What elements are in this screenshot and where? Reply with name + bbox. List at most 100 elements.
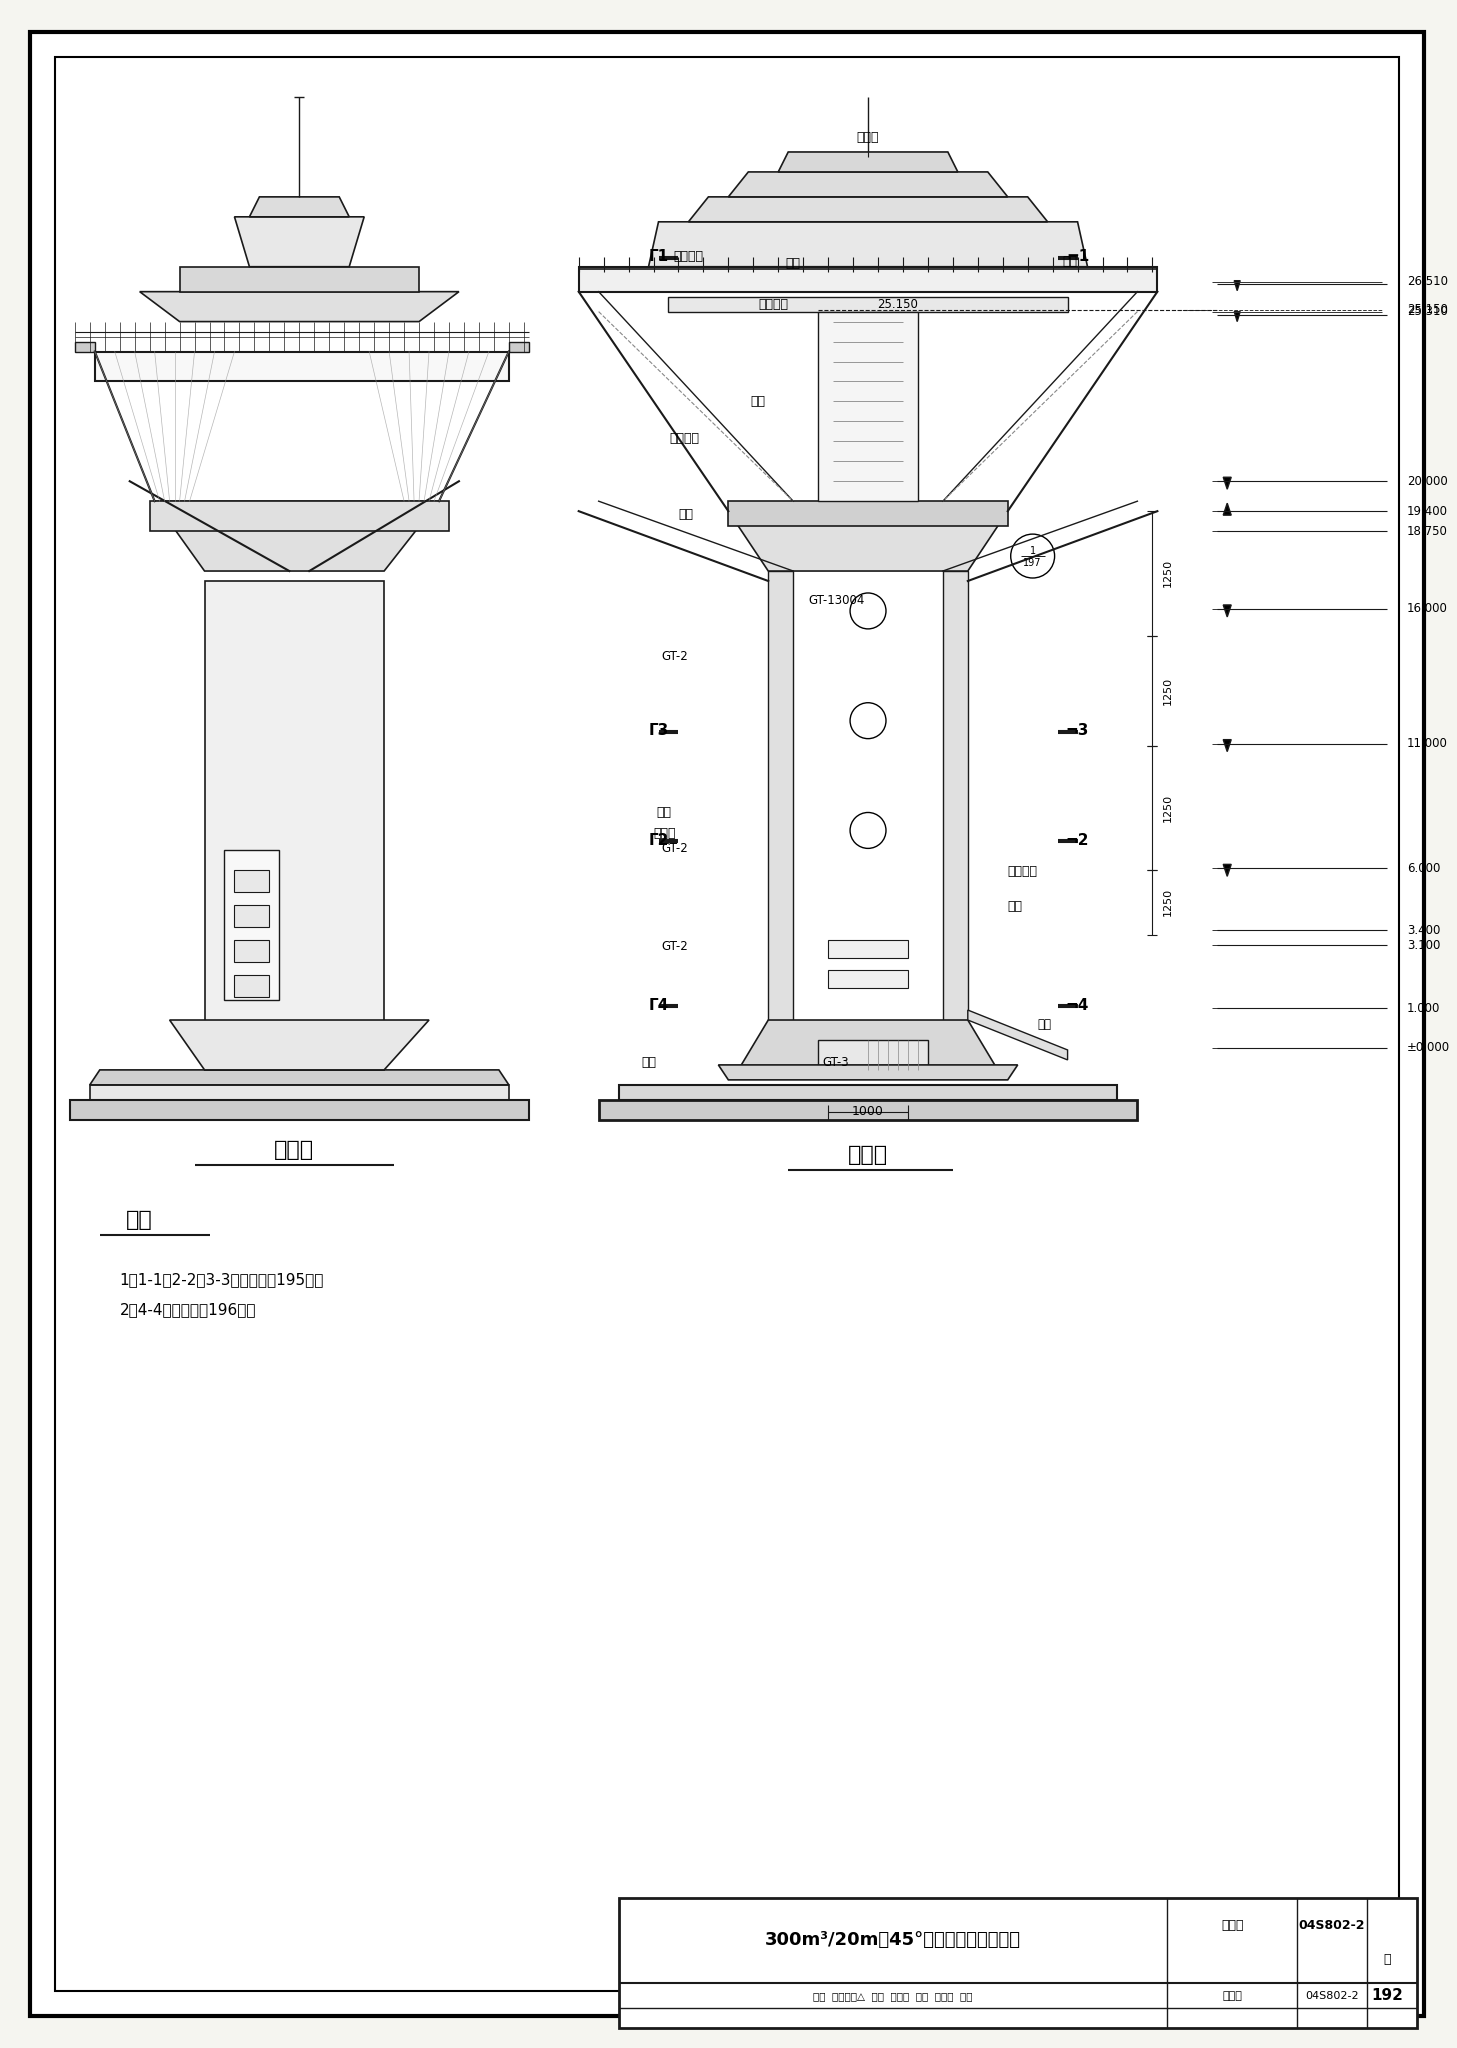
Polygon shape [768, 571, 793, 1069]
Text: 19.400: 19.400 [1407, 504, 1448, 518]
Text: 25.310: 25.310 [1407, 305, 1448, 317]
Polygon shape [1234, 311, 1240, 322]
Polygon shape [728, 172, 1008, 197]
Text: 散水: 散水 [1037, 1018, 1052, 1032]
Text: ¬4: ¬4 [1067, 997, 1090, 1012]
Text: 避雷针: 避雷针 [857, 131, 879, 143]
Text: 水箱上壳: 水箱上壳 [673, 250, 704, 264]
Text: Γ1: Γ1 [648, 250, 669, 264]
Polygon shape [1224, 604, 1231, 616]
Text: 18.750: 18.750 [1407, 524, 1448, 539]
Polygon shape [819, 311, 918, 502]
Circle shape [849, 594, 886, 629]
Polygon shape [578, 266, 1157, 291]
Text: 光管: 光管 [657, 807, 672, 819]
Text: 16.000: 16.000 [1407, 602, 1448, 616]
Text: 197: 197 [1023, 557, 1042, 567]
Polygon shape [150, 502, 449, 530]
Polygon shape [828, 971, 908, 987]
Text: 25.150: 25.150 [877, 299, 918, 311]
Text: GT-2: GT-2 [661, 842, 688, 854]
Text: 1.000: 1.000 [1407, 1001, 1440, 1014]
Text: 6.000: 6.000 [1407, 862, 1440, 874]
Polygon shape [689, 197, 1048, 221]
Text: 2、4-4剖面详见第196页。: 2、4-4剖面详见第196页。 [119, 1303, 256, 1317]
Polygon shape [599, 1100, 1138, 1120]
Polygon shape [249, 197, 350, 217]
Text: 雨篷: 雨篷 [1008, 899, 1023, 913]
Text: 基础: 基础 [641, 1057, 656, 1069]
Circle shape [849, 702, 886, 739]
FancyBboxPatch shape [31, 33, 1423, 2015]
Text: Γ4: Γ4 [648, 997, 669, 1012]
Polygon shape [90, 1069, 508, 1085]
Polygon shape [235, 975, 270, 997]
Polygon shape [828, 940, 908, 958]
Text: 04S802-2: 04S802-2 [1298, 1919, 1365, 1933]
Polygon shape [1234, 281, 1240, 291]
Text: 1250: 1250 [1163, 889, 1173, 915]
Polygon shape [154, 502, 439, 571]
Text: 25.150: 25.150 [1407, 303, 1448, 315]
Polygon shape [90, 1085, 508, 1100]
Text: ⌐1: ⌐1 [1067, 250, 1090, 264]
Polygon shape [1224, 739, 1231, 752]
Text: 审核  吕彦石芦△  校对  陈显声  设计  汪普峰  审定: 审核 吕彦石芦△ 校对 陈显声 设计 汪普峰 审定 [813, 1991, 973, 2001]
Polygon shape [967, 1010, 1068, 1061]
Text: 1000: 1000 [852, 1106, 884, 1118]
Polygon shape [728, 512, 1008, 571]
Text: 1: 1 [1030, 547, 1036, 557]
Text: 休息平台: 休息平台 [1008, 864, 1037, 879]
Polygon shape [739, 1020, 998, 1069]
Text: GT-2: GT-2 [661, 651, 688, 664]
Text: 图集号: 图集号 [1221, 1919, 1243, 1933]
Text: 192: 192 [1371, 1989, 1403, 2003]
Text: GT-2: GT-2 [661, 940, 688, 952]
Text: GT-3: GT-3 [823, 1057, 849, 1069]
Polygon shape [95, 352, 508, 381]
Text: GT-13004: GT-13004 [809, 594, 864, 608]
Text: 气窗: 气窗 [785, 258, 801, 270]
Text: 剖面图: 剖面图 [848, 1145, 889, 1165]
Polygon shape [943, 571, 967, 1069]
Polygon shape [648, 221, 1087, 266]
Polygon shape [1224, 477, 1231, 489]
Polygon shape [235, 940, 270, 963]
Text: 采光管: 采光管 [654, 827, 676, 840]
Text: 04S802-2: 04S802-2 [1305, 1991, 1359, 2001]
Text: 说明: 说明 [127, 1210, 153, 1229]
Text: Γ3: Γ3 [648, 723, 669, 737]
Polygon shape [619, 1085, 1118, 1100]
Polygon shape [718, 1065, 1017, 1079]
Polygon shape [508, 342, 529, 352]
Text: ±0.000: ±0.000 [1407, 1042, 1450, 1055]
Polygon shape [778, 152, 957, 172]
Polygon shape [140, 291, 459, 322]
Polygon shape [74, 342, 95, 352]
Text: 栏杆: 栏杆 [1062, 256, 1078, 268]
Text: 页: 页 [1383, 1954, 1390, 1966]
Text: 水箱下壳: 水箱下壳 [669, 432, 699, 444]
Polygon shape [1224, 864, 1231, 877]
Circle shape [849, 813, 886, 848]
Text: 20.000: 20.000 [1407, 475, 1448, 487]
Polygon shape [235, 870, 270, 893]
Text: 1250: 1250 [1163, 559, 1173, 588]
Text: 300m³/20m（45°）水塔立面、剖面图: 300m³/20m（45°）水塔立面、剖面图 [765, 1931, 1021, 1950]
Polygon shape [1224, 504, 1231, 516]
Text: 人井平台: 人井平台 [758, 299, 788, 311]
Polygon shape [204, 582, 385, 1069]
Text: Γ2: Γ2 [648, 834, 669, 848]
Text: 1250: 1250 [1163, 793, 1173, 821]
Text: 环板: 环板 [679, 508, 694, 520]
Text: 3.100: 3.100 [1407, 938, 1440, 952]
Polygon shape [619, 1898, 1416, 2028]
Text: ¬2: ¬2 [1067, 834, 1090, 848]
Polygon shape [728, 502, 1008, 526]
Circle shape [1011, 535, 1055, 578]
Polygon shape [235, 905, 270, 928]
Text: 1、1-1、2-2、3-3剖面详见第195页。: 1、1-1、2-2、3-3剖面详见第195页。 [119, 1272, 323, 1286]
Text: 人井: 人井 [750, 395, 766, 408]
Text: 图集号: 图集号 [1222, 1991, 1243, 2001]
Polygon shape [235, 217, 364, 266]
